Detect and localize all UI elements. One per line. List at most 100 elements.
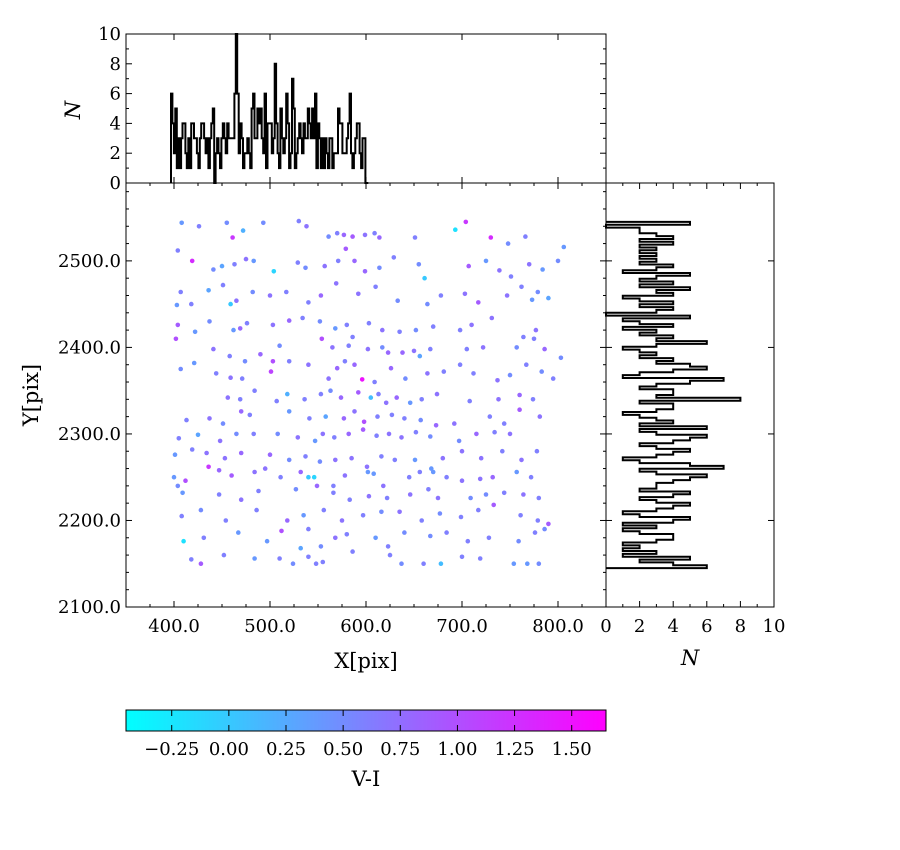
scatter-point xyxy=(530,397,536,402)
scatter-point xyxy=(333,457,338,463)
scatter-point xyxy=(303,454,308,459)
scatter-point xyxy=(278,474,283,480)
scatter-point xyxy=(459,554,465,560)
colorbar-tick-label: −0.25 xyxy=(144,739,199,760)
scatter-point xyxy=(433,423,439,428)
scatter-point xyxy=(536,561,542,566)
scatter-point xyxy=(550,376,556,381)
scatter-point xyxy=(238,497,244,503)
scatter-point xyxy=(534,448,540,454)
scatter-point xyxy=(407,400,413,406)
scatter-point xyxy=(173,336,179,342)
scatter-point xyxy=(462,291,468,297)
scatter-point xyxy=(466,263,472,269)
scatter-point xyxy=(517,407,522,413)
scatter-point xyxy=(183,478,188,484)
right-histogram-xlabel: N xyxy=(680,646,700,670)
scatter-point xyxy=(261,220,266,226)
scatter-point xyxy=(333,281,339,286)
scatter-point xyxy=(380,327,385,333)
scatter-point xyxy=(531,336,537,342)
scatter-point xyxy=(179,220,184,226)
scatter-point xyxy=(339,518,345,523)
scatter-point xyxy=(422,275,427,281)
scatter-point xyxy=(330,345,335,350)
scatter-point xyxy=(524,362,529,368)
scatter-point xyxy=(217,438,223,444)
scatter-point xyxy=(392,457,398,463)
scatter-point xyxy=(317,319,323,324)
scatter-point xyxy=(326,376,331,381)
scatter-point xyxy=(508,274,514,279)
scatter-point xyxy=(540,267,545,272)
scatter-point xyxy=(465,538,471,544)
scatter-point xyxy=(368,395,374,400)
scatter-point xyxy=(343,246,349,252)
colorbar-tick-label: 1.25 xyxy=(495,739,535,760)
scatter-point xyxy=(298,469,304,475)
scatter-point xyxy=(365,469,371,475)
scatter-point xyxy=(467,398,473,404)
scatter-point xyxy=(507,372,513,378)
scatter-point xyxy=(331,490,336,496)
scatter-point xyxy=(189,258,195,264)
scatter-point xyxy=(529,297,535,303)
scatter-point xyxy=(476,507,481,513)
scatter-point xyxy=(533,327,539,333)
scatter-point xyxy=(320,431,326,437)
scatter-point xyxy=(362,232,368,238)
scatter-point xyxy=(525,561,530,566)
scatter-point xyxy=(360,427,366,432)
scatter-point xyxy=(222,455,228,461)
scatter-point xyxy=(375,414,380,419)
scatter-point xyxy=(391,255,397,260)
scatter-point xyxy=(334,230,340,236)
scatter-point xyxy=(274,398,280,404)
scatter-point xyxy=(331,483,336,489)
right-histogram-steps xyxy=(605,220,742,570)
scatter-point xyxy=(457,362,463,368)
scatter-point xyxy=(333,326,338,331)
scatter-point xyxy=(406,474,412,480)
scatter-point xyxy=(311,474,317,480)
scatter-point xyxy=(270,359,276,364)
scatter-point xyxy=(189,557,194,562)
colorbar-tick-label: 0.00 xyxy=(209,739,249,760)
scatter-point xyxy=(318,544,324,549)
colorbar-ticks: −0.25 0.00 0.25 0.50 0.75 1.00 1.25 1.50 xyxy=(144,710,592,760)
scatter-point xyxy=(341,232,347,238)
scatter-point xyxy=(444,474,449,480)
scatter-point xyxy=(399,435,404,440)
top-hist-tick-label: 8 xyxy=(110,54,121,75)
scatter-point xyxy=(489,315,495,321)
scatter-point xyxy=(252,388,257,394)
scatter-point xyxy=(306,554,311,560)
scatter-point xyxy=(359,377,365,382)
scatter-point xyxy=(179,513,184,519)
scatter-y-ticks: 2100.0 2200.0 2300.0 2400.0 2500.0 xyxy=(58,191,606,618)
scatter-point xyxy=(295,435,301,440)
scatter-point xyxy=(252,556,257,561)
scatter-point xyxy=(279,528,284,534)
scatter-point xyxy=(419,397,425,402)
scatter-point xyxy=(477,476,483,482)
scatter-point xyxy=(546,521,551,527)
scatter-point xyxy=(546,295,551,301)
scatter-point xyxy=(219,263,225,269)
colorbar-tick-label: 1.00 xyxy=(437,739,477,760)
scatter-point xyxy=(514,469,519,475)
scatter-point xyxy=(223,518,229,523)
scatter-point xyxy=(361,419,367,425)
scatter-point xyxy=(319,336,325,342)
scatter-point xyxy=(231,327,236,333)
scatter-point xyxy=(220,282,226,288)
right-histogram: 0 2 4 6 8 10 N xyxy=(600,182,785,670)
scatter-point xyxy=(411,348,417,354)
scatter-point xyxy=(491,502,497,508)
scatter-point xyxy=(267,293,273,298)
top-histogram-y-ticks: 0 2 4 6 8 10 xyxy=(98,24,606,194)
scatter-point xyxy=(201,535,207,541)
x-tick-label: 400.0 xyxy=(148,616,200,637)
scatter-point xyxy=(413,429,419,435)
scatter-point xyxy=(258,352,263,357)
